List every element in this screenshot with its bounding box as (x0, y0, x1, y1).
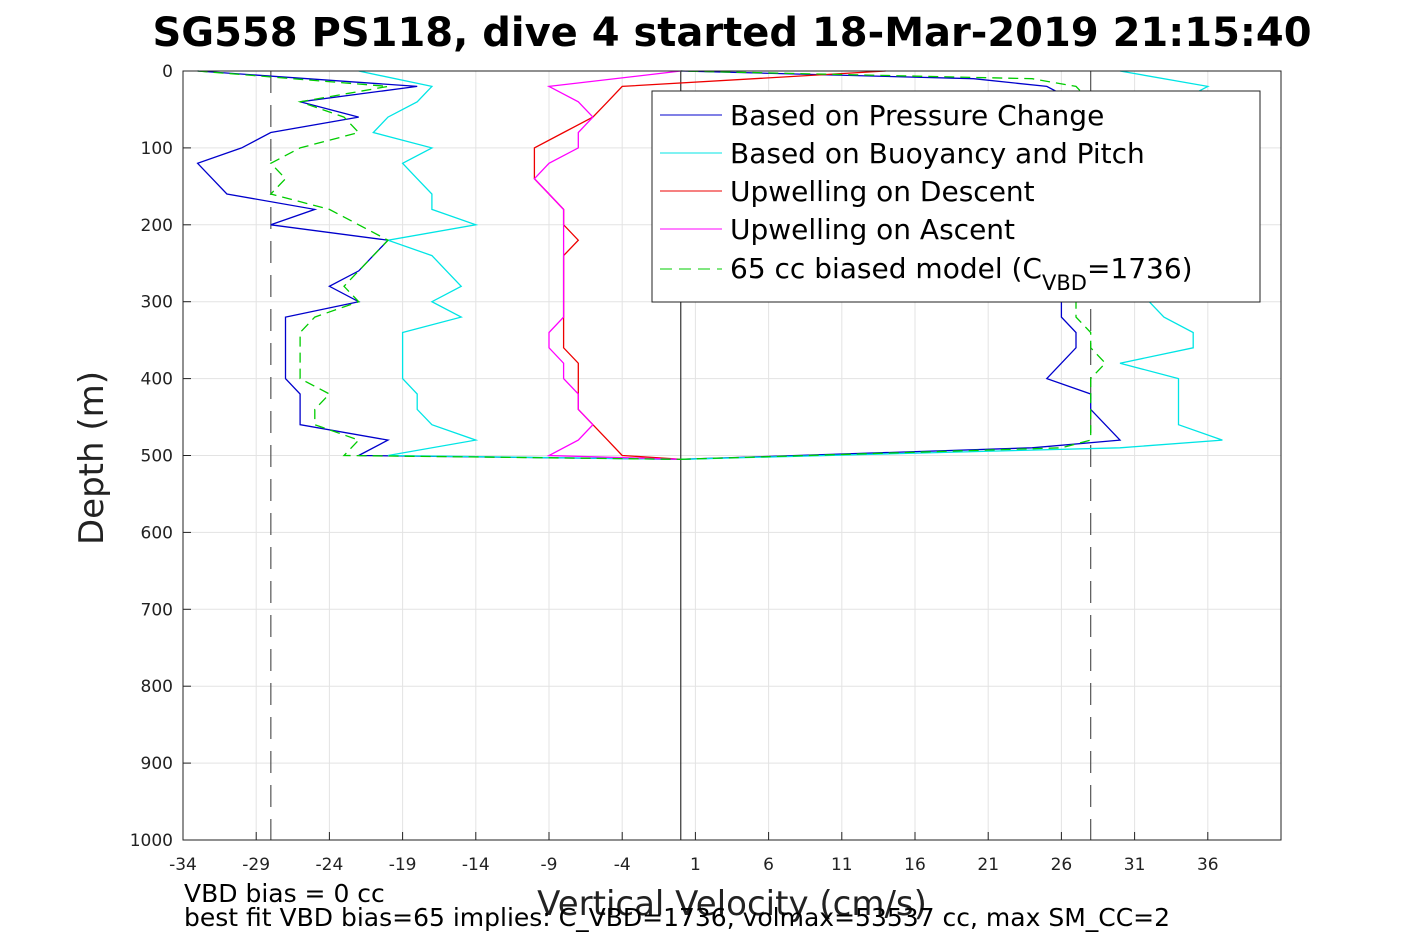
y-tick-label: 500 (141, 447, 173, 467)
x-tick-label: -24 (316, 855, 344, 875)
x-tick-label: 1 (690, 855, 701, 875)
x-tick-label: 6 (763, 855, 774, 875)
x-tick-label: -4 (614, 855, 631, 875)
x-axis-label: Vertical Velocity (cm/s) (537, 884, 927, 924)
y-tick-label: 800 (141, 677, 173, 697)
legend-label-pressure: Based on Pressure Change (730, 99, 1104, 132)
y-tick-label: 700 (141, 600, 173, 620)
x-tick-label: 11 (831, 855, 853, 875)
x-tick-label: 31 (1124, 855, 1146, 875)
y-tick-label: 600 (141, 523, 173, 543)
x-tick-label: -19 (389, 855, 417, 875)
x-tick-label: 21 (977, 855, 999, 875)
note-best-fit: best fit VBD bias=65 implies: C_VBD=1736… (184, 903, 1170, 932)
x-tick-label: 36 (1197, 855, 1219, 875)
y-tick-label: 0 (162, 62, 173, 82)
x-tick-label: -9 (541, 855, 558, 875)
series-buoyancy-descent-line (358, 70, 681, 460)
legend-label-descent: Upwelling on Descent (730, 175, 1035, 208)
y-tick-label: 300 (141, 293, 173, 313)
axis-ticks: -34 -29 -24 -19 -14 -9 -4 1 6 11 16 21 26 31 360100200… (130, 62, 1219, 875)
x-tick-label: 16 (904, 855, 926, 875)
plot-frame (182, 70, 1282, 841)
y-tick-label: 400 (141, 370, 173, 390)
legend-label-model: 65 cc biased model (CVBD=1736) (730, 252, 1193, 295)
y-tick-label: 100 (141, 139, 173, 159)
legend: Based on Pressure Change Based on Buoyan… (651, 90, 1261, 303)
legend-model-sub: VBD (1042, 271, 1087, 295)
legend-box (651, 90, 1261, 303)
x-tick-label: -34 (169, 855, 197, 875)
y-tick-label: 900 (141, 754, 173, 774)
chart-title: SG558 PS118, dive 4 started 18-Mar-2019 … (152, 10, 1311, 56)
x-tick-label: -29 (242, 855, 270, 875)
series-model-descent-line (197, 70, 681, 460)
x-tick-label: -14 (462, 855, 490, 875)
y-tick-label: 1000 (130, 831, 173, 851)
note-vbd-bias: VBD bias = 0 cc (184, 879, 385, 908)
y-axis-label: Depth (m) (72, 371, 112, 545)
legend-label-ascent: Upwelling on Ascent (730, 213, 1015, 246)
x-tick-label: 26 (1051, 855, 1073, 875)
series-pressure-descent-line (196, 70, 681, 460)
series-ascent-line (533, 70, 681, 460)
legend-model-suffix: =1736) (1087, 252, 1193, 285)
legend-model-prefix: 65 cc biased model (C (730, 252, 1042, 285)
y-tick-label: 200 (141, 216, 173, 236)
legend-label-buoyancy: Based on Buoyancy and Pitch (730, 137, 1145, 170)
